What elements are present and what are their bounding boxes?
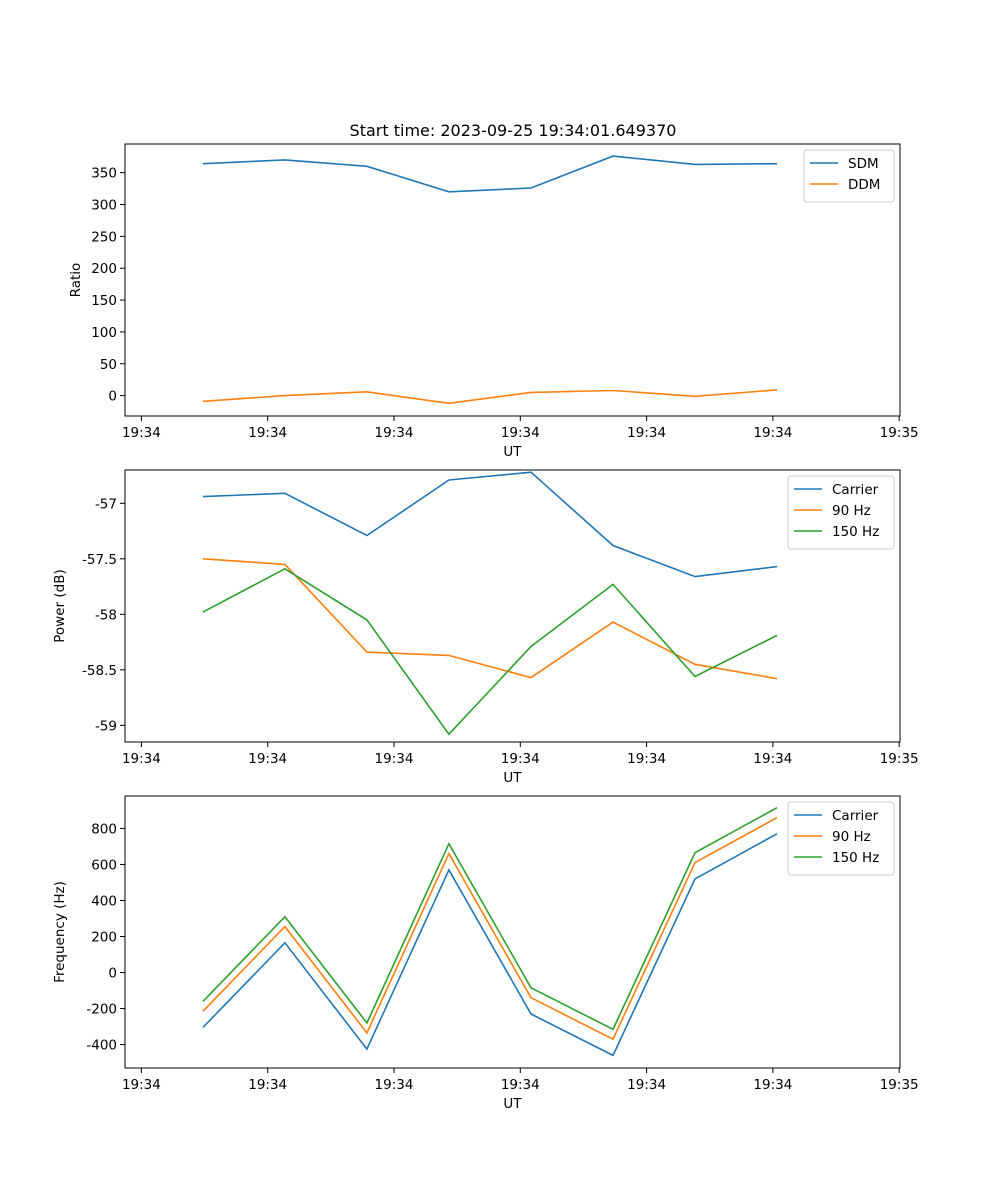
y-tick-label: 0	[108, 389, 117, 405]
x-tick-label: 19:34	[627, 751, 666, 767]
chart-panel-1: 19:34 19:34 19:34 19:34 19:34 19:34 19:35 0 50 10…	[68, 143, 919, 460]
x-tick-label: 19:34	[501, 1077, 540, 1093]
x-tick-label: 19:34	[753, 1077, 792, 1093]
series-line-ddm	[202, 389, 778, 405]
x-tick-label: 19:35	[880, 751, 919, 767]
x-tick-label: 19:34	[122, 751, 161, 767]
y-tick-label: -58	[95, 607, 117, 623]
x-tick-label: 19:34	[375, 1077, 414, 1093]
legend-label: 90 Hz	[832, 503, 871, 519]
legend: SDM DDM	[803, 149, 895, 203]
legend-label: 150 Hz	[832, 850, 879, 866]
x-tick-label: 19:34	[248, 1077, 287, 1093]
y-tick-label: 600	[91, 857, 117, 873]
y-tick-label: -200	[86, 1002, 117, 1018]
series-line-sdm	[202, 155, 778, 193]
x-axis-label: UT	[503, 770, 522, 786]
legend-label: 90 Hz	[832, 829, 871, 845]
y-tick-label: -57	[95, 496, 117, 512]
y-axis-label: Power (dB)	[52, 569, 68, 642]
x-tick-label: 19:34	[375, 751, 414, 767]
x-tick-label: 19:34	[753, 425, 792, 441]
y-tick-label: -59	[95, 718, 117, 734]
y-tick-label: 200	[91, 930, 117, 946]
x-tick-label: 19:34	[248, 425, 287, 441]
charts: 19:34 19:34 19:34 19:34 19:34 19:34 19:35 0 50 10…	[52, 143, 919, 1112]
series-line-90-hz	[202, 558, 778, 680]
x-tick-label: 19:34	[627, 425, 666, 441]
y-tick-label: 200	[91, 261, 117, 277]
chart-panel-2: 19:34 19:34 19:34 19:34 19:34 19:34 19:35 -59 -5…	[52, 469, 919, 786]
x-axis-label: UT	[503, 1096, 522, 1112]
x-tick-label: 19:35	[880, 1077, 919, 1093]
plot-frame	[124, 795, 901, 1069]
y-tick-label: 50	[100, 357, 117, 373]
y-tick-label: 100	[91, 325, 117, 341]
x-tick-label: 19:34	[375, 425, 414, 441]
x-tick-label: 19:35	[880, 425, 919, 441]
legend-label: Carrier	[832, 808, 879, 824]
legend: Carrier 90 Hz 150 Hz	[787, 801, 895, 876]
x-tick-label: 19:34	[753, 751, 792, 767]
y-tick-label: 400	[91, 893, 117, 909]
legend: Carrier 90 Hz 150 Hz	[787, 475, 895, 550]
y-tick-label: 350	[91, 166, 117, 182]
y-tick-label: -58.5	[82, 663, 117, 679]
y-tick-label: 150	[91, 293, 117, 309]
x-tick-label: 19:34	[501, 425, 540, 441]
x-tick-label: 19:34	[627, 1077, 666, 1093]
chart-panel-3: 19:34 19:34 19:34 19:34 19:34 19:34 19:35 -400 -…	[52, 795, 919, 1112]
y-tick-label: -57.5	[82, 552, 117, 568]
series-line-150-hz	[202, 567, 778, 736]
series-line-carrier	[202, 471, 778, 578]
x-tick-label: 19:34	[501, 751, 540, 767]
y-axis-label: Ratio	[68, 263, 84, 298]
series-line-150-hz	[202, 806, 778, 1031]
x-axis-label: UT	[503, 444, 522, 460]
x-tick-label: 19:34	[122, 425, 161, 441]
y-tick-label: 800	[91, 821, 117, 837]
legend-label: Carrier	[832, 482, 879, 498]
series-line-carrier	[202, 833, 778, 1057]
y-tick-label: -400	[86, 1038, 117, 1054]
legend-label: DDM	[848, 177, 880, 193]
x-tick-label: 19:34	[248, 751, 287, 767]
legend-label: SDM	[848, 156, 879, 172]
x-tick-label: 19:34	[122, 1077, 161, 1093]
series-line-90-hz	[202, 816, 778, 1041]
legend-label: 150 Hz	[832, 524, 879, 540]
plot-frame	[124, 469, 901, 743]
y-tick-label: 250	[91, 229, 117, 245]
y-tick-label: 300	[91, 198, 117, 214]
y-axis-label: Frequency (Hz)	[52, 881, 68, 983]
figure-title: Start time: 2023-09-25 19:34:01.649370	[350, 121, 677, 140]
plot-frame	[124, 143, 901, 417]
y-tick-label: 0	[108, 966, 117, 982]
